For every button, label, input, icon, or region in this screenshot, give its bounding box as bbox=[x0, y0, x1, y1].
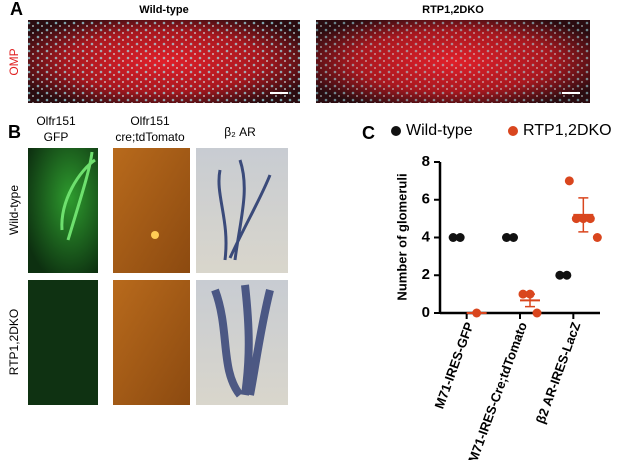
x-tick-label: M71-IRES-GFP bbox=[431, 320, 476, 411]
data-point bbox=[502, 233, 511, 242]
data-point bbox=[585, 214, 595, 224]
column-title: Olfr151 bbox=[130, 114, 170, 128]
panel-label: A bbox=[10, 0, 23, 19]
y-tick-label: 0 bbox=[422, 304, 430, 321]
image-title: RTP1,2DKO bbox=[422, 4, 484, 16]
data-point bbox=[532, 308, 542, 318]
data-point bbox=[455, 233, 465, 242]
legend-marker bbox=[391, 126, 401, 136]
x-tick-label: β2 AR-IRES-LacZ bbox=[533, 320, 584, 426]
data-point bbox=[564, 176, 574, 186]
legend-label: Wild-type bbox=[406, 122, 473, 139]
legend-label: RTP1,2DKO bbox=[523, 122, 612, 139]
column-title: GFP bbox=[44, 130, 69, 144]
data-point bbox=[448, 233, 458, 242]
panel-label: C bbox=[362, 123, 375, 143]
image-title: Wild-type bbox=[139, 4, 188, 16]
column-title: cre;tdTomato bbox=[115, 130, 185, 144]
data-point bbox=[509, 233, 518, 242]
legend-marker bbox=[508, 126, 518, 136]
data-point bbox=[555, 270, 565, 280]
data-point bbox=[562, 270, 572, 280]
column-title: Olfr151 bbox=[36, 114, 76, 128]
panel-label: B bbox=[8, 122, 21, 142]
row-title: RTP1,2DKO bbox=[7, 309, 21, 375]
x-tick-label: M71-IRES-Cre;tdTomato bbox=[465, 320, 530, 460]
y-tick-label: 8 bbox=[422, 153, 430, 170]
error-bar bbox=[525, 293, 535, 308]
y-tick-label: 2 bbox=[422, 266, 430, 283]
column-title: β₂ AR bbox=[224, 125, 256, 139]
y-tick-label: 6 bbox=[422, 191, 430, 208]
y-tick-label: 4 bbox=[422, 228, 431, 245]
y-axis-label: Number of glomeruli bbox=[394, 173, 409, 300]
data-point bbox=[571, 214, 581, 224]
data-point bbox=[518, 289, 528, 299]
panel-a-images bbox=[28, 20, 590, 103]
stain-label: OMP bbox=[7, 48, 21, 75]
data-point bbox=[592, 233, 602, 242]
error-bar bbox=[578, 197, 589, 233]
panel-b-images bbox=[28, 148, 288, 405]
row-title: Wild-type bbox=[7, 185, 21, 235]
